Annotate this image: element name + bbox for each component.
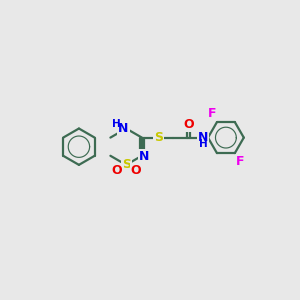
Text: F: F (208, 107, 216, 120)
Text: H: H (199, 139, 208, 149)
Text: S: S (122, 158, 130, 171)
Text: O: O (111, 164, 122, 177)
Text: N: N (118, 122, 129, 135)
Text: H: H (112, 119, 120, 129)
Text: N: N (198, 131, 208, 144)
Text: N: N (140, 150, 150, 163)
Text: F: F (236, 155, 244, 168)
Text: O: O (183, 118, 194, 131)
Text: O: O (130, 164, 141, 177)
Text: S: S (154, 131, 163, 144)
